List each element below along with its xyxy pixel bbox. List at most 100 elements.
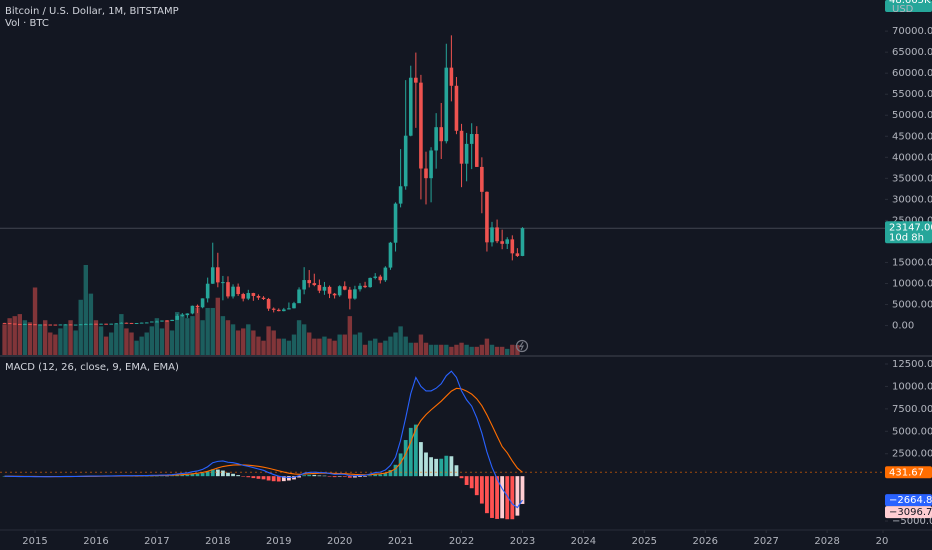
volume-bar bbox=[175, 312, 180, 355]
volume-bar bbox=[241, 328, 246, 355]
volume-bar bbox=[27, 322, 33, 355]
volume-bar bbox=[251, 330, 256, 355]
candle-body bbox=[134, 322, 139, 324]
bar-countdown: 10d 8h bbox=[889, 233, 924, 244]
macd-legend[interactable]: MACD (12, 26, close, 9, EMA, EMA) bbox=[5, 362, 179, 373]
symbol-title[interactable]: Bitcoin / U.S. Dollar, 1M, BITSTAMP bbox=[5, 6, 179, 17]
candle-body bbox=[408, 77, 413, 136]
y-tick-label: 30000.00 bbox=[892, 194, 932, 205]
histogram-bar bbox=[363, 476, 367, 477]
candle-body bbox=[266, 298, 271, 309]
histogram-bar bbox=[276, 476, 281, 482]
last-price-label: 23147.00 bbox=[889, 223, 932, 234]
volume-bar bbox=[332, 340, 337, 355]
volume-bar bbox=[510, 344, 515, 355]
volume-bar bbox=[515, 345, 520, 355]
histogram-bar bbox=[353, 476, 357, 478]
candle-body bbox=[7, 323, 12, 325]
candle-body bbox=[505, 239, 510, 244]
candle-body bbox=[195, 305, 200, 308]
candle-body bbox=[2, 322, 7, 324]
candle-body bbox=[78, 324, 83, 326]
volume-bar bbox=[114, 324, 119, 355]
candle-body bbox=[414, 77, 418, 83]
candle-body bbox=[388, 242, 393, 268]
last-price-badge bbox=[885, 221, 932, 244]
histogram-bar bbox=[515, 476, 520, 516]
candle-body bbox=[109, 323, 113, 325]
histogram-bar bbox=[408, 427, 413, 477]
candle-body bbox=[454, 85, 459, 131]
candle-body bbox=[510, 239, 515, 254]
candle-body bbox=[210, 267, 215, 284]
candle-body bbox=[99, 323, 103, 325]
volume-bar bbox=[246, 324, 251, 355]
volume-bar bbox=[58, 328, 63, 355]
candle-body bbox=[378, 276, 383, 281]
candle-body bbox=[444, 67, 449, 142]
histogram-bar bbox=[434, 458, 439, 477]
volume-bar bbox=[261, 340, 266, 355]
volume-bar bbox=[418, 334, 424, 355]
histogram-bar bbox=[439, 458, 444, 477]
volume-bar bbox=[103, 336, 109, 355]
volume-bar bbox=[428, 344, 434, 355]
volume-bar bbox=[225, 320, 231, 355]
candle-body bbox=[429, 150, 433, 179]
histogram-bar bbox=[205, 471, 210, 477]
x-tick-label: 2025 bbox=[632, 536, 657, 547]
x-tick-label: 2022 bbox=[449, 536, 474, 547]
volume-bar bbox=[129, 332, 134, 355]
volume-bar bbox=[347, 316, 353, 355]
volume-bar bbox=[444, 344, 449, 355]
histogram-bar bbox=[195, 473, 200, 477]
volume-bar bbox=[134, 340, 139, 355]
volume-bar bbox=[388, 336, 393, 355]
histogram-bar bbox=[444, 455, 449, 477]
histogram-bar bbox=[170, 475, 175, 477]
volume-bar bbox=[459, 342, 464, 355]
y-tick-label: 2500.00 bbox=[892, 449, 932, 460]
volume-bar bbox=[53, 334, 58, 355]
histogram-bar bbox=[175, 475, 180, 477]
candle-body bbox=[449, 67, 454, 86]
y-tick-label: 50000.00 bbox=[892, 110, 932, 121]
histogram-bar bbox=[302, 475, 307, 477]
signal-badge bbox=[885, 466, 932, 479]
volume-legend[interactable]: Vol · BTC bbox=[5, 18, 49, 29]
histogram-bar bbox=[424, 452, 428, 477]
volume-bar bbox=[230, 324, 236, 355]
replay-icon[interactable] bbox=[515, 339, 529, 353]
volume-bar bbox=[307, 332, 312, 355]
volume-bar bbox=[169, 330, 175, 355]
volume-bar bbox=[164, 320, 170, 355]
volume-bar bbox=[474, 346, 479, 355]
candle-body bbox=[43, 324, 47, 326]
y-tick-label: 12500.00 bbox=[892, 359, 932, 370]
volume-bar bbox=[210, 307, 215, 355]
candle-body bbox=[434, 127, 438, 151]
volume-bar bbox=[383, 340, 388, 355]
volume-bar bbox=[352, 334, 358, 355]
histogram-bar bbox=[190, 474, 195, 477]
candle-body bbox=[520, 228, 525, 256]
histogram-bar bbox=[347, 476, 352, 478]
histogram-bar bbox=[449, 456, 454, 477]
histogram-bar bbox=[236, 475, 241, 477]
histogram-bar bbox=[373, 474, 378, 477]
y-tick-label: 45000.00 bbox=[892, 131, 932, 142]
volume-bar bbox=[42, 320, 48, 355]
candle-body bbox=[363, 285, 367, 288]
volume-bar bbox=[139, 336, 144, 355]
histogram-bar bbox=[469, 476, 474, 489]
candle-body bbox=[353, 289, 357, 299]
candle-body bbox=[241, 294, 246, 299]
candle-body bbox=[221, 282, 225, 284]
volume-bar bbox=[291, 334, 297, 355]
candle-body bbox=[348, 289, 352, 299]
volume-bar bbox=[403, 336, 408, 355]
candle-body bbox=[251, 293, 256, 296]
histogram-bar bbox=[307, 474, 312, 477]
x-tick-label: 2015 bbox=[22, 536, 47, 547]
volume-bar bbox=[484, 338, 490, 355]
